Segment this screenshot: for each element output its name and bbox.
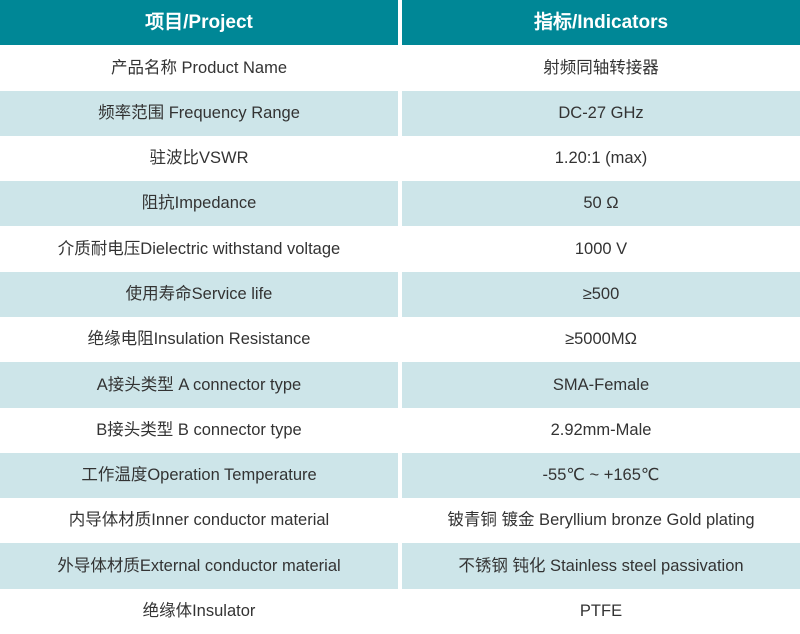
indicator-cell: -55℃ ~ +165℃ [402,452,800,499]
project-cell: 内导体材质Inner conductor material [0,498,398,544]
project-cell: 产品名称 Product Name [0,45,398,91]
table-row: 绝缘体Insulator PTFE [0,588,800,634]
column-divider [398,226,402,272]
table-row: 阻抗Impedance 50 Ω [0,181,800,227]
indicator-cell: 50 Ω [402,181,800,227]
column-divider [398,407,402,453]
project-cell: B接头类型 B connector type [0,407,398,453]
project-cell: 外导体材质External conductor material [0,543,398,589]
column-divider [398,0,402,46]
header-cell-project: 项目/Project [0,0,398,46]
table-row: A接头类型 A connector type SMA-Female [0,362,800,408]
indicator-cell: 1000 V [402,226,800,272]
indicator-cell: 不锈钢 钝化 Stainless steel passivation [402,543,800,589]
column-divider [398,90,402,136]
indicator-cell: 1.20:1 (max) [402,135,800,182]
table-row: 介质耐电压Dielectric withstand voltage 1000 V [0,226,800,272]
table-row: 工作温度Operation Temperature -55℃ ~ +165℃ [0,452,800,499]
table-row: 绝缘电阻Insulation Resistance ≥5000MΩ [0,316,800,363]
table-row: 驻波比VSWR 1.20:1 (max) [0,135,800,182]
column-divider [398,271,402,317]
table-row: 外导体材质External conductor material 不锈钢 钝化 … [0,543,800,589]
column-divider [398,45,402,91]
project-cell: 介质耐电压Dielectric withstand voltage [0,226,398,272]
indicator-cell: ≥500 [402,271,800,317]
project-cell: 绝缘体Insulator [0,588,398,634]
indicator-cell: DC-27 GHz [402,90,800,136]
column-divider [398,498,402,544]
indicator-cell: PTFE [402,588,800,634]
column-divider [398,135,402,182]
project-cell: 使用寿命Service life [0,271,398,317]
indicator-cell: 2.92mm-Male [402,407,800,453]
table-row: 使用寿命Service life ≥500 [0,271,800,317]
project-cell: 绝缘电阻Insulation Resistance [0,316,398,363]
column-divider [398,588,402,634]
project-cell: 驻波比VSWR [0,135,398,182]
column-divider [398,452,402,499]
indicator-cell: 铍青铜 镀金 Beryllium bronze Gold plating [402,498,800,544]
project-cell: 频率范围 Frequency Range [0,90,398,136]
column-divider [398,181,402,227]
indicator-cell: ≥5000MΩ [402,316,800,363]
header-cell-indicators: 指标/Indicators [402,0,800,46]
table-row: 频率范围 Frequency Range DC-27 GHz [0,90,800,136]
project-cell: 工作温度Operation Temperature [0,452,398,499]
table-header-row: 项目/Project 指标/Indicators [0,0,800,46]
column-divider [398,316,402,363]
project-cell: A接头类型 A connector type [0,362,398,408]
project-cell: 阻抗Impedance [0,181,398,227]
table-row: 内导体材质Inner conductor material 铍青铜 镀金 Ber… [0,498,800,544]
indicator-cell: 射频同轴转接器 [402,45,800,91]
indicator-cell: SMA-Female [402,362,800,408]
table-row: B接头类型 B connector type 2.92mm-Male [0,407,800,453]
table-row: 产品名称 Product Name 射频同轴转接器 [0,45,800,91]
column-divider [398,543,402,589]
column-divider [398,362,402,408]
